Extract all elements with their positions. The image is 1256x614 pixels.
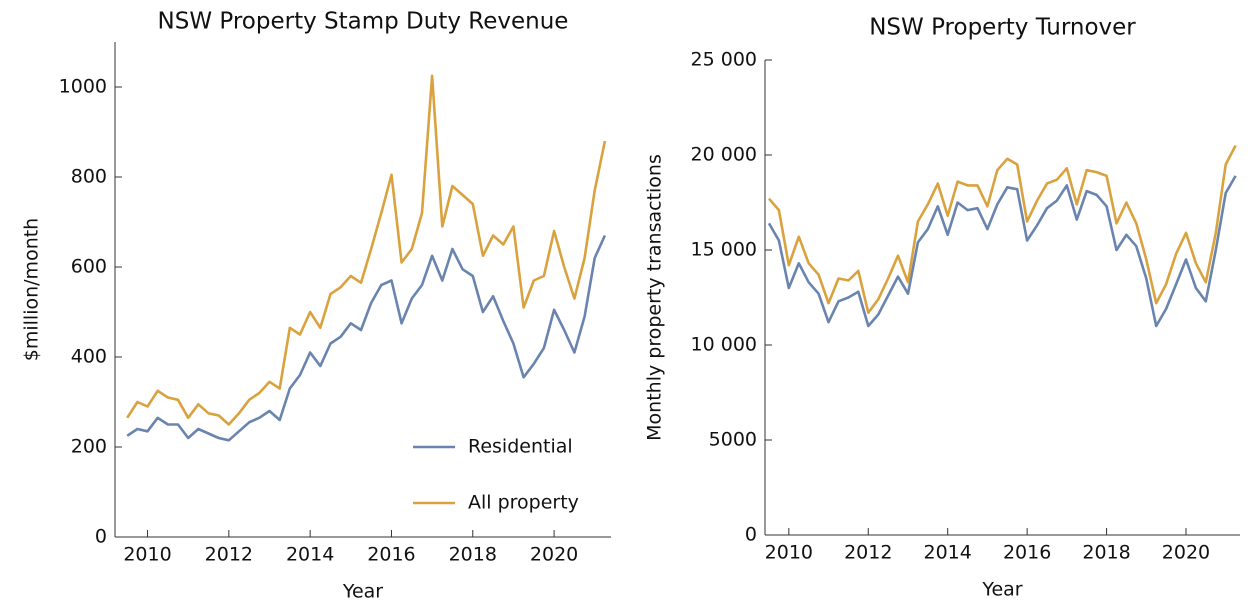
y-tick-label: 10 000 (691, 334, 757, 356)
y-axis-label: $million/month (21, 218, 43, 361)
x-tick-label: 2016 (1003, 542, 1051, 564)
series-line (126, 234, 607, 442)
series-line (126, 74, 607, 426)
x-tick-label: 2016 (367, 544, 415, 566)
x-tick-label: 2020 (530, 544, 578, 566)
y-tick-label: 5000 (709, 429, 757, 451)
y-tick-label: 20 000 (691, 144, 757, 166)
series-line (767, 175, 1237, 328)
x-tick-label: 2014 (924, 542, 972, 564)
y-tick-label: 25 000 (691, 49, 757, 71)
x-tick-label: 2010 (765, 542, 813, 564)
y-tick-label: 600 (71, 256, 107, 278)
x-tick-label: 2012 (205, 544, 253, 566)
y-axis-label: Monthly property transactions (644, 154, 666, 441)
x-tick-label: 2014 (286, 544, 334, 566)
x-tick-label: 2018 (449, 544, 497, 566)
y-tick-label: 800 (71, 166, 107, 188)
x-axis-label: Year (981, 579, 1022, 601)
legend-label: Residential (468, 436, 573, 458)
chart-title: NSW Property Turnover (869, 15, 1136, 41)
y-tick-label: 0 (95, 526, 107, 548)
y-tick-label: 1000 (59, 76, 107, 98)
y-tick-label: 0 (745, 524, 757, 546)
series-line (768, 144, 1237, 314)
legend-label: All property (468, 492, 579, 514)
x-tick-label: 2010 (123, 544, 171, 566)
x-tick-label: 2012 (844, 542, 892, 564)
chart-title: NSW Property Stamp Duty Revenue (158, 9, 569, 35)
y-tick-label: 400 (71, 346, 107, 368)
x-tick-label: 2018 (1082, 542, 1130, 564)
y-tick-label: 15 000 (691, 239, 757, 261)
x-tick-label: 2020 (1162, 542, 1210, 564)
x-axis-label: Year (342, 581, 383, 603)
y-tick-label: 200 (71, 436, 107, 458)
